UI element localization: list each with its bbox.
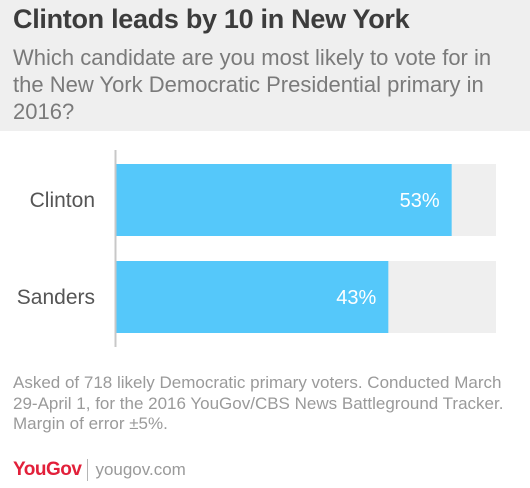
website-link[interactable]: yougov.com: [95, 460, 186, 479]
bar-chart: Clinton 53% Sanders 43%: [17, 150, 496, 347]
footnote: Asked of 718 likely Democratic primary v…: [13, 373, 504, 433]
chart-title: Clinton leads by 10 in New York: [13, 4, 410, 34]
chart-header: Clinton leads by 10 in New York Which ca…: [0, 0, 530, 131]
category-label-sanders: Sanders: [17, 286, 95, 309]
bar-clinton: [116, 164, 452, 236]
brand-divider: [87, 459, 89, 481]
bar-sanders: [116, 261, 389, 333]
category-label-clinton: Clinton: [30, 189, 95, 212]
yougov-logo: YouGov: [13, 459, 82, 480]
value-label-clinton: 53%: [400, 190, 440, 212]
value-label-sanders: 43%: [336, 287, 376, 309]
brand-footer: YouGov yougov.com: [13, 459, 186, 481]
chart-subtitle: Which candidate are you most likely to v…: [13, 45, 492, 124]
